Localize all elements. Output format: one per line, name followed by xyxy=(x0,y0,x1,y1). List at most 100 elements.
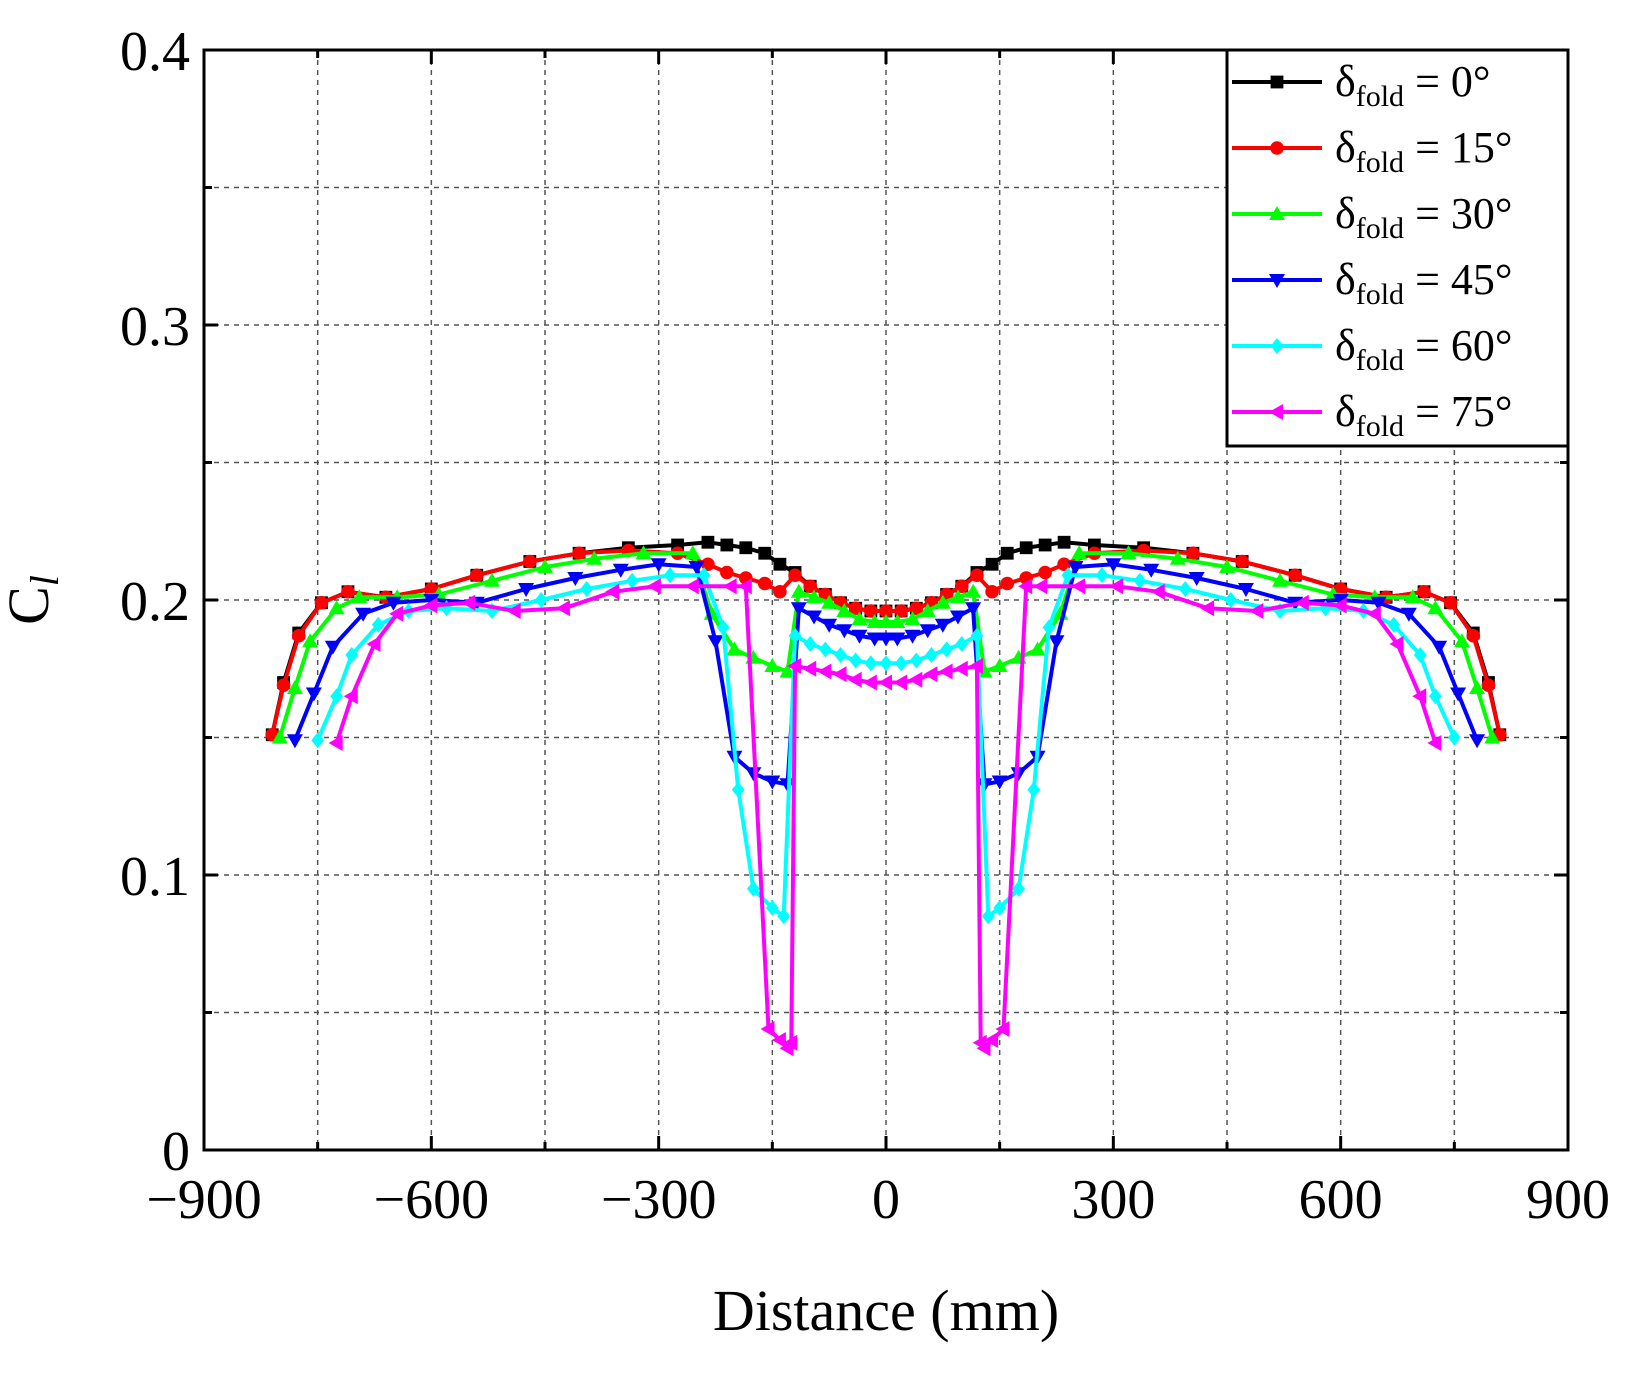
data-point xyxy=(737,578,752,595)
y-tick-label: 0.2 xyxy=(120,571,190,633)
data-point xyxy=(1431,640,1448,655)
legend-item: δfold = 75° xyxy=(1232,387,1512,443)
data-point xyxy=(758,546,772,560)
data-point xyxy=(423,597,438,614)
data-point xyxy=(328,735,343,751)
data-point xyxy=(894,655,908,672)
data-point xyxy=(970,627,984,644)
data-point xyxy=(646,578,661,595)
x-tick-label: −300 xyxy=(601,1169,717,1231)
data-point xyxy=(635,545,652,560)
data-point xyxy=(688,561,705,575)
data-point xyxy=(745,767,762,782)
data-point xyxy=(976,663,993,678)
data-point xyxy=(773,557,787,571)
data-point xyxy=(1484,729,1501,744)
data-point xyxy=(847,671,862,688)
data-point xyxy=(389,605,404,622)
x-tick-label: 600 xyxy=(1299,1169,1383,1231)
data-point xyxy=(803,636,817,652)
data-point xyxy=(1294,594,1309,611)
data-point xyxy=(1071,545,1088,560)
data-point xyxy=(790,602,807,617)
data-point xyxy=(625,572,639,589)
data-point xyxy=(684,545,701,560)
data-point xyxy=(790,583,807,598)
data-point xyxy=(1413,647,1427,663)
data-point xyxy=(697,567,711,584)
data-point xyxy=(1249,603,1264,619)
data-point xyxy=(276,678,291,693)
data-point xyxy=(1319,600,1332,617)
data-point xyxy=(663,567,677,584)
data-point xyxy=(1133,572,1147,589)
data-point xyxy=(1370,596,1387,611)
data-point xyxy=(1071,578,1086,595)
data-point xyxy=(324,640,341,655)
data-point xyxy=(802,660,817,677)
data-point xyxy=(908,671,923,688)
data-point xyxy=(1200,600,1215,617)
legend-label: δfold = 30° xyxy=(1335,189,1512,245)
data-point xyxy=(523,554,537,569)
data-point xyxy=(981,908,995,925)
data-point xyxy=(991,658,1008,672)
data-point xyxy=(953,660,968,677)
legend-label: δfold = 75° xyxy=(1335,387,1512,443)
data-point xyxy=(722,578,737,595)
y-tick-label: 0.1 xyxy=(120,846,190,908)
data-point xyxy=(985,584,999,599)
data-point xyxy=(777,908,791,925)
data-point xyxy=(862,674,877,691)
data-point xyxy=(1387,616,1401,633)
data-point xyxy=(314,595,329,610)
data-point xyxy=(817,663,832,680)
data-point xyxy=(1235,554,1249,569)
data-point xyxy=(995,1021,1010,1037)
data-point xyxy=(366,636,381,652)
data-point xyxy=(1042,619,1056,636)
data-point xyxy=(580,581,594,597)
data-point xyxy=(832,666,847,683)
data-point xyxy=(993,900,1007,916)
data-point xyxy=(889,632,906,647)
data-point xyxy=(1427,600,1444,615)
data-point xyxy=(1048,635,1065,650)
data-point xyxy=(1012,880,1026,897)
legend: δfold = 0° δfold = 15° δfold = 30° δfold = … xyxy=(1225,48,1570,448)
data-point xyxy=(739,541,753,555)
legend-box xyxy=(1225,48,1570,448)
data-point xyxy=(470,568,484,583)
y-axis-label: Cl xyxy=(0,575,67,625)
data-point xyxy=(985,557,999,571)
data-point xyxy=(726,641,743,656)
data-point xyxy=(909,601,924,616)
data-point xyxy=(970,568,984,583)
data-point xyxy=(773,584,787,599)
data-point xyxy=(1105,558,1122,573)
data-point xyxy=(1095,567,1109,584)
data-point xyxy=(1269,274,1285,288)
data-point xyxy=(1447,729,1461,746)
data-point xyxy=(878,674,892,691)
data-point xyxy=(1443,595,1458,610)
data-point xyxy=(919,624,936,639)
data-point xyxy=(371,616,385,633)
data-point xyxy=(849,652,863,669)
data-point xyxy=(788,627,802,644)
data-point xyxy=(1428,688,1442,705)
data-point xyxy=(1224,592,1238,608)
data-point xyxy=(302,633,319,648)
data-point xyxy=(612,563,629,578)
data-point xyxy=(534,592,548,608)
data-point xyxy=(904,629,921,644)
data-point xyxy=(904,611,921,626)
legend-item: δfold = 0° xyxy=(1232,57,1490,113)
data-point xyxy=(806,610,823,625)
y-axis-label-main: C xyxy=(0,586,61,625)
data-point xyxy=(764,658,781,672)
data-point xyxy=(1027,781,1041,798)
data-point xyxy=(1270,338,1284,354)
data-point xyxy=(954,579,969,594)
